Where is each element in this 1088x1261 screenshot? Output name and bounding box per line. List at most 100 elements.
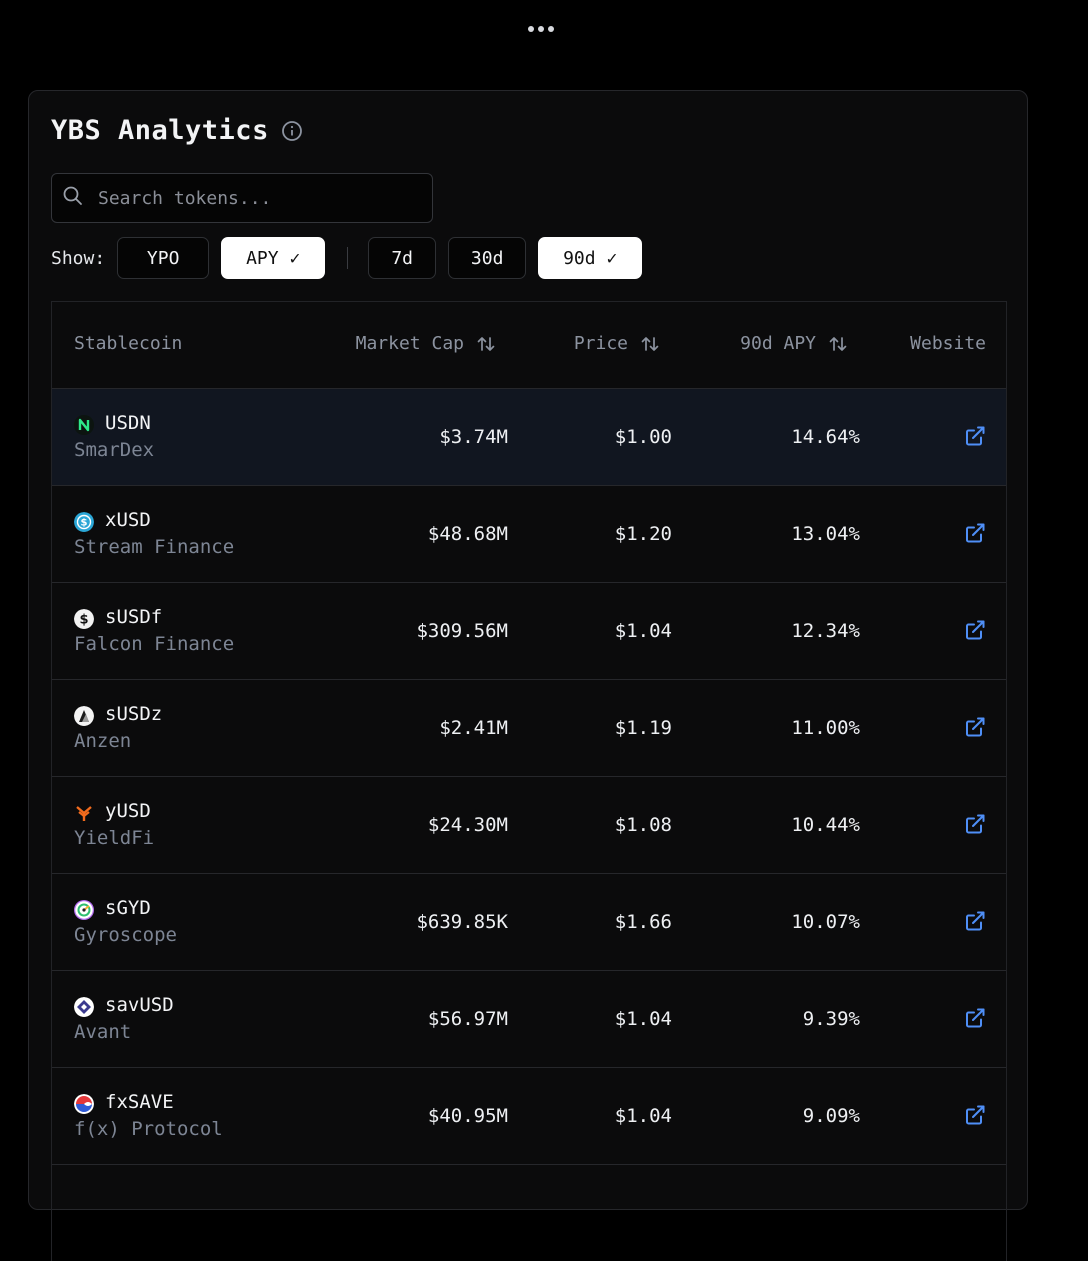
token-issuer: Anzen: [74, 730, 132, 752]
anzen-icon: [74, 706, 94, 726]
search-box[interactable]: [51, 173, 433, 223]
table-row[interactable]: sUSDz Anzen $2.41M $1.19 11.00%: [52, 680, 1006, 777]
token-symbol: sUSDf: [105, 606, 163, 628]
apy-label: APY: [246, 247, 279, 269]
token-symbol: yUSD: [105, 800, 151, 822]
ybs-analytics-panel: YBS Analytics Show: YPO APY ✓ 7d 30d 90d…: [28, 90, 1028, 1261]
market-cap-value: $24.30M: [427, 814, 508, 836]
table-header: Stablecoin Market Cap Price 90d APY: [52, 301, 1006, 389]
period-30d-button[interactable]: 30d: [448, 237, 527, 279]
token-symbol: savUSD: [105, 994, 174, 1016]
avant-icon: [74, 997, 94, 1017]
column-header-market-cap[interactable]: Market Cap: [356, 333, 496, 354]
svg-text:$: $: [79, 613, 88, 628]
table-row[interactable]: $ sUSDf Falcon Finance $309.56M $1.04 12…: [52, 583, 1006, 680]
external-link-icon[interactable]: [964, 716, 986, 738]
token-issuer: f(x) Protocol: [74, 1118, 223, 1140]
check-icon: ✓: [606, 247, 618, 269]
token-symbol: fxSAVE: [105, 1091, 174, 1113]
page-title: YBS Analytics: [51, 115, 269, 146]
token-issuer: Avant: [74, 1021, 132, 1043]
check-icon: ✓: [289, 247, 301, 269]
price-value: $1.00: [614, 426, 672, 448]
column-label: Website: [910, 333, 986, 354]
table-row[interactable]: sGYD Gyroscope $639.85K $1.66 10.07%: [52, 874, 1006, 971]
apy-value: 13.04%: [791, 523, 860, 545]
table-row[interactable]: yUSD YieldFi $24.30M $1.08 10.44%: [52, 777, 1006, 874]
column-label: Price: [573, 333, 628, 354]
price-value: $1.04: [614, 620, 672, 642]
price-value: $1.04: [614, 1008, 672, 1030]
search-icon: [62, 185, 84, 211]
market-cap-value: $40.95M: [427, 1105, 508, 1127]
token-symbol: xUSD: [105, 509, 151, 531]
apy-value: 11.00%: [791, 717, 860, 739]
external-link-icon[interactable]: [964, 522, 986, 544]
stablecoin-table: Stablecoin Market Cap Price 90d APY: [51, 301, 1007, 1261]
token-symbol: sUSDz: [105, 703, 163, 725]
price-value: $1.19: [614, 717, 672, 739]
external-link-icon[interactable]: [964, 425, 986, 447]
column-header-stablecoin: Stablecoin: [74, 333, 182, 354]
table-row-partial: [52, 1165, 1006, 1261]
sort-icon[interactable]: [476, 334, 496, 354]
period-7d-label: 7d: [391, 247, 414, 269]
token-issuer: Stream Finance: [74, 536, 235, 558]
gyroscope-icon: [74, 900, 94, 920]
falcon-finance-icon: $: [74, 609, 94, 629]
fx-protocol-icon: [74, 1094, 94, 1114]
period-30d-label: 30d: [470, 247, 504, 269]
price-value: $1.08: [614, 814, 672, 836]
svg-text:$: $: [81, 518, 88, 529]
table-row[interactable]: fxSAVE f(x) Protocol $40.95M $1.04 9.09%: [52, 1068, 1006, 1165]
stream-finance-icon: $: [74, 512, 94, 532]
market-cap-value: $639.85K: [416, 911, 508, 933]
sort-icon[interactable]: [828, 334, 848, 354]
price-value: $1.20: [614, 523, 672, 545]
column-header-website: Website: [910, 333, 986, 354]
filter-bar: Show: YPO APY ✓ 7d 30d 90d ✓: [51, 237, 654, 279]
apy-value: 10.07%: [791, 911, 860, 933]
column-label: Stablecoin: [74, 333, 183, 354]
sort-icon[interactable]: [640, 334, 660, 354]
token-issuer: SmarDex: [74, 439, 155, 461]
more-options-icon[interactable]: [528, 26, 554, 32]
token-issuer: YieldFi: [74, 827, 155, 849]
external-link-icon[interactable]: [964, 910, 986, 932]
apy-toggle-button[interactable]: APY ✓: [221, 237, 326, 279]
external-link-icon[interactable]: [964, 1007, 986, 1029]
column-header-price[interactable]: Price: [574, 333, 660, 354]
period-7d-button[interactable]: 7d: [368, 237, 437, 279]
yieldfi-icon: [74, 803, 94, 823]
smardex-icon: [74, 415, 94, 435]
table-row[interactable]: savUSD Avant $56.97M $1.04 9.39%: [52, 971, 1006, 1068]
apy-value: 9.39%: [802, 1008, 860, 1030]
price-value: $1.04: [614, 1105, 672, 1127]
apy-value: 14.64%: [791, 426, 860, 448]
show-label: Show:: [51, 247, 106, 269]
price-value: $1.66: [614, 911, 672, 933]
column-header-apy[interactable]: 90d APY: [740, 333, 848, 354]
table-row[interactable]: $ xUSD Stream Finance $48.68M $1.20 13.0…: [52, 486, 1006, 583]
token-symbol: sGYD: [105, 897, 151, 919]
token-issuer: Falcon Finance: [74, 633, 235, 655]
table-row[interactable]: USDN SmarDex $3.74M $1.00 14.64%: [52, 389, 1006, 486]
ypo-toggle-button[interactable]: YPO: [117, 237, 210, 279]
market-cap-value: $3.74M: [439, 426, 508, 448]
ypo-label: YPO: [146, 247, 180, 269]
divider: [347, 247, 349, 269]
apy-value: 10.44%: [791, 814, 860, 836]
info-icon[interactable]: [281, 120, 303, 142]
search-input[interactable]: [96, 186, 400, 210]
external-link-icon[interactable]: [964, 1104, 986, 1126]
market-cap-value: $56.97M: [427, 1008, 508, 1030]
market-cap-value: $309.56M: [416, 620, 508, 642]
title-row: YBS Analytics: [51, 115, 303, 146]
apy-value: 12.34%: [791, 620, 860, 642]
period-90d-button[interactable]: 90d ✓: [538, 237, 643, 279]
external-link-icon[interactable]: [964, 813, 986, 835]
column-label: Market Cap: [355, 333, 464, 354]
period-90d-label: 90d: [563, 247, 596, 269]
external-link-icon[interactable]: [964, 619, 986, 641]
apy-value: 9.09%: [802, 1105, 860, 1127]
